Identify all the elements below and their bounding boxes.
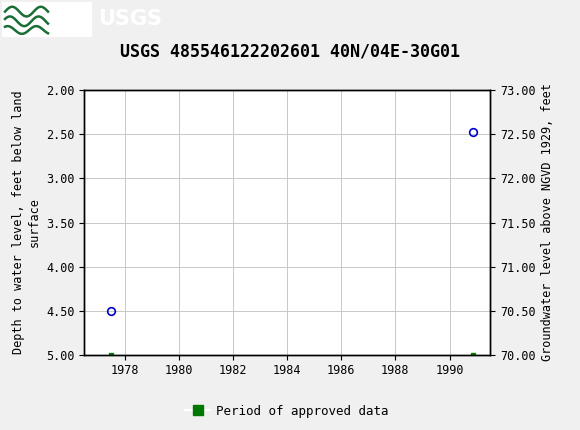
Legend: Period of approved data: Period of approved data [180,399,394,423]
FancyBboxPatch shape [2,2,92,37]
Text: USGS: USGS [98,9,162,29]
Text: USGS 485546122202601 40N/04E-30G01: USGS 485546122202601 40N/04E-30G01 [120,42,460,60]
Y-axis label: Depth to water level, feet below land
surface: Depth to water level, feet below land su… [12,91,41,354]
Y-axis label: Groundwater level above NGVD 1929, feet: Groundwater level above NGVD 1929, feet [541,83,554,362]
